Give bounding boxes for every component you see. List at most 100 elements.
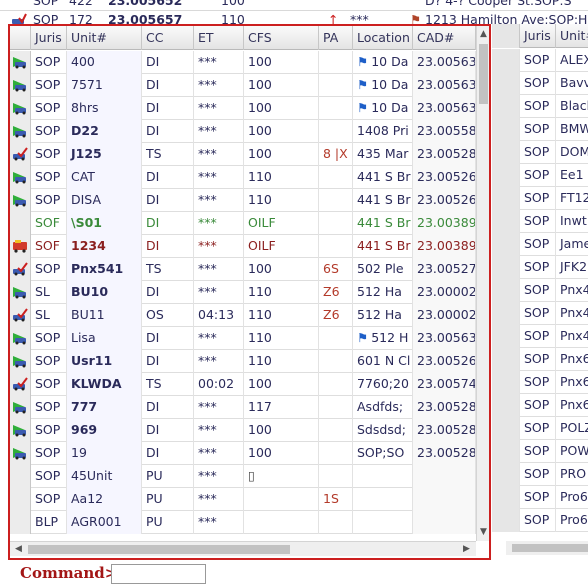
table-row[interactable]: SOP Pnx6 xyxy=(492,348,588,371)
header-pa[interactable]: PA xyxy=(319,26,353,50)
horizontal-scrollbar[interactable]: ◀ ▶ xyxy=(10,541,476,556)
table-row[interactable]: SOPBlack xyxy=(492,95,588,118)
header-location[interactable]: Location xyxy=(353,26,413,50)
scroll-thumb[interactable] xyxy=(479,44,488,104)
table-row[interactable]: SOP 969 DI *** 100 Sdsdsd; 23.005288 xyxy=(10,419,476,442)
table-row[interactable]: SOP 777 DI *** 117 Asdfds; 23.005287 xyxy=(10,396,476,419)
header-juris[interactable]: Juris xyxy=(31,26,67,50)
scroll-up-icon[interactable]: ▲ xyxy=(480,29,487,39)
cfs-cell: 110 xyxy=(244,281,319,304)
status-icon-cell xyxy=(492,95,520,118)
table-row[interactable]: SOP Bavv xyxy=(492,72,588,95)
pa-cell xyxy=(319,166,353,189)
table-row[interactable]: SOP Pnx4 xyxy=(492,302,588,325)
cad-value: 23.005267 xyxy=(417,353,476,368)
table-row[interactable]: SOP Ee1 xyxy=(492,164,588,187)
table-row[interactable]: SOP J125 TS *** 100 8 |X 435 Mar 23.005283 xyxy=(10,143,476,166)
pa-cell xyxy=(319,373,353,396)
table-row[interactable]: SOP Lisa DI *** 110 ⚑512 H 23.005630 xyxy=(10,327,476,350)
table-row[interactable]: SOP DISA DI *** 110 441 S Br 23.005266 xyxy=(10,189,476,212)
scroll-thumb[interactable] xyxy=(28,545,290,554)
scroll-thumb[interactable] xyxy=(512,544,588,552)
et-value: *** xyxy=(198,514,217,529)
cfs-cell: ▯ xyxy=(244,465,319,488)
table-row[interactable]: SOPJame xyxy=(492,233,588,256)
juris-cell: SOP xyxy=(520,95,556,118)
header-et[interactable]: ET xyxy=(194,26,244,50)
cad-value: 23.005283 xyxy=(417,146,476,161)
unit-cell: \S01 xyxy=(67,212,142,235)
table-row[interactable]: SOP 400 DI *** 100 ⚑10 Da 23.005637 xyxy=(10,51,476,74)
table-row[interactable]: BLP AGR001 PU *** xyxy=(10,511,476,534)
location-cell: D? 4-? Cooper St:SOP:S xyxy=(425,0,572,8)
unit-value: Usr11 xyxy=(71,353,113,368)
top-row-2[interactable]: SOP 172 23.005657 110 ↑ *** ⚑ 1213 Hamil… xyxy=(0,10,588,26)
table-row[interactable]: SOP D22 DI *** 100 1408 Pri 23.005580 xyxy=(10,120,476,143)
cfs-value: 110 xyxy=(248,307,272,322)
location-cell: 7760;20 xyxy=(353,373,413,396)
table-row[interactable]: SOP PRO xyxy=(492,463,588,486)
cad-value: 23.005637 xyxy=(417,77,476,92)
table-row[interactable]: SOP POW xyxy=(492,440,588,463)
table-row[interactable]: SOP Pnx4 xyxy=(492,279,588,302)
command-input[interactable] xyxy=(111,564,206,584)
header-unit[interactable]: Unit# xyxy=(556,24,588,48)
table-row[interactable]: SOP KLWDA TS 00:02 100 7760;20 23.005743 xyxy=(10,373,476,396)
pa-cell xyxy=(319,350,353,373)
table-row[interactable]: SOP Pnx4 xyxy=(492,325,588,348)
table-row[interactable]: SOP 8hrs DI *** 100 ⚑10 Da 23.005637 xyxy=(10,97,476,120)
table-row[interactable]: SOP Aa12 PU *** 1S xyxy=(10,488,476,511)
table-row[interactable]: SOP 45Unit PU *** ▯ xyxy=(10,465,476,488)
table-row[interactable]: SOPALEX xyxy=(492,49,588,72)
table-row[interactable]: SOP CAT DI *** 110 441 S Br 23.005266 xyxy=(10,166,476,189)
cad-cell: 23.005287 xyxy=(413,396,476,419)
et-value: *** xyxy=(198,399,217,414)
cad-cell: 23.005266 xyxy=(413,189,476,212)
scroll-down-icon[interactable]: ▼ xyxy=(480,527,487,537)
top-row-1[interactable]: SOP 422 23.005652 100 D? 4-? Cooper St:S… xyxy=(0,0,588,11)
table-row[interactable]: SOP Pro6 xyxy=(492,509,588,532)
juris-cell: BLP xyxy=(31,511,67,534)
table-row[interactable]: SOP Pnx6 xyxy=(492,394,588,417)
location-value: 441 S Br xyxy=(357,192,411,207)
table-row[interactable]: SOP Inwt xyxy=(492,210,588,233)
pa-value: 6S xyxy=(323,261,339,276)
vertical-scrollbar[interactable]: ▲ ▼ xyxy=(476,26,489,541)
table-row[interactable]: SL BU10 DI *** 110 Z6 512 Ha 23.000021 xyxy=(10,281,476,304)
table-row[interactable]: SOP 19 DI *** 100 SOP;SO 23.005288 xyxy=(10,442,476,465)
background-grid-top: SOP 422 23.005652 100 D? 4-? Cooper St:S… xyxy=(0,0,588,26)
header-cfs[interactable]: CFS xyxy=(244,26,319,50)
cc-value: DI xyxy=(146,399,160,414)
table-row[interactable]: SOP Pnx541 TS *** 100 6S 502 Ple 23.005277 xyxy=(10,258,476,281)
table-row[interactable]: SOP Pro6 xyxy=(492,486,588,509)
table-row[interactable]: SOPBMW xyxy=(492,118,588,141)
table-row[interactable]: SOF 1234 DI *** OILF 441 S Br 23.003892 xyxy=(10,235,476,258)
unit-value: 19 xyxy=(71,445,87,460)
header-cad[interactable]: CAD# xyxy=(413,26,476,50)
et-cell: 04:13 xyxy=(194,304,244,327)
scroll-left-icon[interactable]: ◀ xyxy=(15,544,22,554)
et-cell: 00:02 xyxy=(194,373,244,396)
table-row[interactable]: SOP DOM xyxy=(492,141,588,164)
unit-cell: J125 xyxy=(67,143,142,166)
table-row[interactable]: SOP Pnx6 xyxy=(492,371,588,394)
juris-cell: SOP xyxy=(520,141,556,164)
scroll-right-icon[interactable]: ▶ xyxy=(463,544,470,554)
status-icon-cell xyxy=(10,488,31,511)
table-row[interactable]: SOP Usr11 DI *** 110 601 N Cl 23.005267 xyxy=(10,350,476,373)
unit-cell: 19 xyxy=(67,442,142,465)
status-icon-cell xyxy=(10,281,31,304)
header-cc[interactable]: CC xyxy=(142,26,194,50)
table-row[interactable]: SOF \S01 DI *** OILF 441 S Br 23.003892 xyxy=(10,212,476,235)
horizontal-scrollbar[interactable] xyxy=(506,541,588,555)
table-row[interactable]: SL BU11 OS 04:13 110 Z6 512 Ha 23.000021 xyxy=(10,304,476,327)
header-unit[interactable]: Unit# xyxy=(67,26,142,50)
table-row[interactable]: SOP 7571 DI *** 100 ⚑10 Da 23.005637 xyxy=(10,74,476,97)
table-row[interactable]: SOP FT12 xyxy=(492,187,588,210)
header-juris[interactable]: Juris xyxy=(520,24,556,48)
cc-cell: TS xyxy=(142,258,194,281)
table-row[interactable]: SOP JFK2 xyxy=(492,256,588,279)
table-row[interactable]: SOPPOLZ xyxy=(492,417,588,440)
cfs-value: OILF xyxy=(248,215,276,230)
cfs-cell: 110 xyxy=(244,304,319,327)
